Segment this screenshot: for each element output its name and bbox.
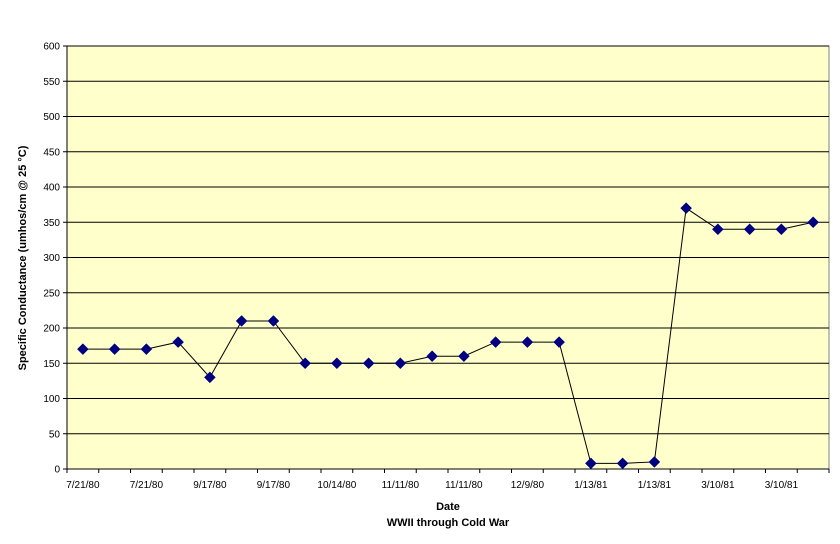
- data-point-marker: [140, 343, 153, 356]
- data-point-marker: [394, 357, 407, 370]
- y-tick-label: 200: [43, 324, 60, 335]
- data-point-marker: [648, 456, 661, 468]
- data-point-marker: [299, 357, 311, 370]
- y-tick-label: 350: [43, 218, 60, 229]
- data-point-marker: [585, 457, 597, 470]
- y-tick-label: 500: [43, 112, 60, 123]
- data-point-marker: [426, 350, 438, 363]
- y-axis-ticks: 0 50 100 150 200 250 300 350 400 450 500 550 600: [43, 42, 67, 476]
- x-tick-label: 9/17/80: [257, 480, 291, 491]
- y-tick-label: 0: [54, 465, 60, 476]
- data-point-marker: [331, 357, 343, 370]
- data-point-marker: [521, 336, 534, 348]
- data-point-marker: [775, 223, 788, 236]
- x-axis-subtitle: WWII through Cold War: [387, 517, 510, 529]
- y-tick-label: 550: [43, 77, 60, 88]
- data-point-marker: [489, 336, 502, 348]
- data-point-marker: [743, 223, 756, 236]
- x-tick-label: 11/11/80: [445, 480, 483, 491]
- y-tick-label: 400: [43, 183, 60, 194]
- x-tick-label: 9/17/80: [193, 480, 227, 491]
- series-polyline: [82, 207, 814, 464]
- data-point-marker: [108, 343, 121, 356]
- data-point-marker: [553, 336, 565, 348]
- series-line: [82, 207, 814, 464]
- x-axis-title: Date: [436, 501, 460, 513]
- data-point-marker: [712, 223, 724, 236]
- data-point-marker: [807, 216, 819, 229]
- x-tick-label: 1/13/81: [638, 480, 672, 491]
- data-point-marker: [680, 202, 692, 215]
- data-point-marker: [362, 357, 375, 370]
- y-tick-label: 600: [43, 42, 60, 53]
- x-tick-label: 3/10/81: [765, 480, 799, 491]
- data-point-marker: [458, 350, 470, 363]
- y-tick-label: 150: [43, 359, 60, 370]
- y-tick-label: 250: [43, 288, 60, 299]
- x-tick-label: 11/11/80: [382, 480, 420, 491]
- y-tick-label: 50: [49, 429, 61, 440]
- y-tick-label: 450: [43, 147, 60, 158]
- series-markers: [77, 202, 819, 470]
- x-tick-label: 3/10/81: [701, 480, 735, 491]
- data-point-marker: [77, 343, 89, 356]
- y-tick-label: 100: [43, 394, 60, 405]
- x-tick-label: 1/13/81: [574, 480, 608, 491]
- data-point-marker: [267, 315, 280, 327]
- x-axis-ticks: 7/21/80 7/21/80 9/17/80 9/17/80 10/14/80 11/1…: [66, 469, 830, 491]
- x-tick-label: 7/21/80: [66, 480, 100, 491]
- x-tick-label: 7/21/80: [130, 480, 164, 491]
- x-tick-label: 10/14/80: [317, 480, 356, 491]
- data-point-marker: [204, 371, 216, 384]
- data-point-marker: [616, 457, 629, 470]
- y-tick-label: 300: [43, 253, 60, 264]
- data-point-marker: [235, 315, 248, 327]
- y-axis-title: Specific Conductance (umhos/cm @ 25 °C): [17, 145, 29, 370]
- data-point-marker: [172, 336, 184, 348]
- x-tick-label: 12/9/80: [511, 480, 545, 491]
- gridlines: [67, 45, 829, 435]
